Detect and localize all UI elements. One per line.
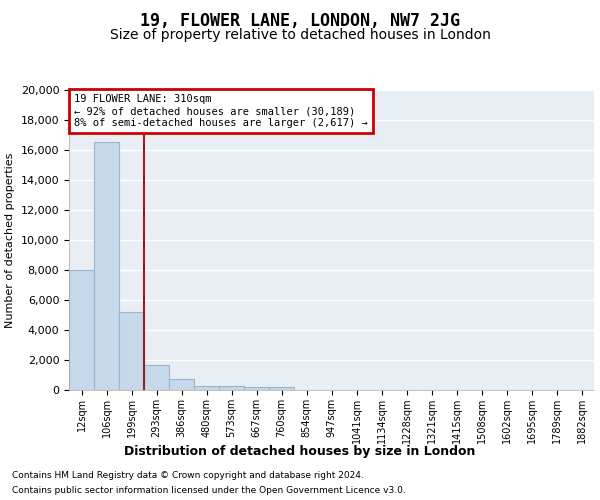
Bar bbox=[94, 142, 119, 390]
Bar bbox=[194, 386, 219, 390]
Text: 19 FLOWER LANE: 310sqm
← 92% of detached houses are smaller (30,189)
8% of semi-: 19 FLOWER LANE: 310sqm ← 92% of detached… bbox=[74, 94, 368, 128]
Y-axis label: Number of detached properties: Number of detached properties bbox=[5, 152, 15, 328]
Bar bbox=[144, 364, 169, 390]
Text: Contains HM Land Registry data © Crown copyright and database right 2024.: Contains HM Land Registry data © Crown c… bbox=[12, 471, 364, 480]
Bar bbox=[69, 270, 94, 390]
Bar bbox=[169, 379, 194, 390]
Bar bbox=[269, 387, 294, 390]
Text: Distribution of detached houses by size in London: Distribution of detached houses by size … bbox=[124, 444, 476, 458]
Bar bbox=[219, 386, 244, 390]
Text: Contains public sector information licensed under the Open Government Licence v3: Contains public sector information licen… bbox=[12, 486, 406, 495]
Bar bbox=[119, 312, 144, 390]
Bar bbox=[244, 387, 269, 390]
Text: Size of property relative to detached houses in London: Size of property relative to detached ho… bbox=[110, 28, 490, 42]
Text: 19, FLOWER LANE, LONDON, NW7 2JG: 19, FLOWER LANE, LONDON, NW7 2JG bbox=[140, 12, 460, 30]
